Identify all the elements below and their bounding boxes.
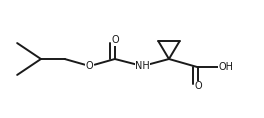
Text: O: O [86,61,93,71]
Text: O: O [194,81,202,91]
Text: O: O [111,35,119,45]
Text: NH: NH [135,61,150,71]
Text: OH: OH [218,62,233,72]
